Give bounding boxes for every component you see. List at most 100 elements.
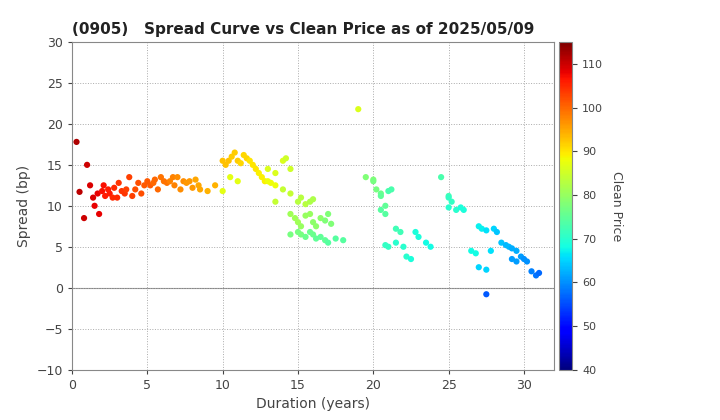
Point: [443, 204, 454, 211]
Point: [506, 256, 518, 262]
Point: [223, 158, 235, 164]
Point: [395, 228, 406, 235]
Point: [458, 207, 469, 213]
Point: [235, 160, 246, 167]
Point: [164, 178, 176, 184]
Point: [73, 189, 85, 195]
Point: [413, 234, 424, 240]
Point: [284, 190, 296, 197]
Point: [495, 239, 507, 246]
Point: [87, 194, 99, 201]
Point: [425, 243, 436, 250]
Point: [307, 196, 319, 202]
Point: [84, 182, 96, 189]
Point: [265, 179, 276, 186]
Point: [102, 186, 114, 193]
Point: [390, 226, 402, 232]
Point: [443, 193, 454, 199]
Point: [420, 239, 432, 246]
Point: [89, 202, 100, 209]
Point: [401, 253, 413, 260]
Point: [534, 270, 545, 276]
Point: [81, 161, 93, 168]
Point: [503, 243, 515, 250]
Point: [480, 227, 492, 234]
Point: [194, 186, 206, 193]
Point: [491, 228, 503, 235]
Point: [397, 243, 409, 250]
Point: [323, 239, 334, 246]
Point: [178, 178, 189, 184]
Point: [305, 198, 316, 205]
Point: [353, 106, 364, 113]
Point: [280, 155, 292, 162]
Y-axis label: Clean Price: Clean Price: [610, 171, 623, 241]
Point: [259, 178, 271, 184]
Point: [488, 226, 500, 232]
Point: [382, 243, 394, 250]
Point: [367, 176, 379, 183]
Point: [500, 242, 512, 249]
Point: [167, 174, 179, 181]
Point: [104, 190, 115, 197]
Point: [148, 179, 159, 186]
Point: [241, 155, 253, 162]
Point: [193, 182, 204, 189]
Point: [120, 186, 132, 193]
Point: [473, 264, 485, 270]
Point: [338, 237, 349, 244]
Point: [127, 193, 138, 199]
Point: [325, 220, 337, 227]
Point: [379, 210, 391, 217]
Point: [330, 235, 341, 242]
Point: [202, 188, 213, 194]
Point: [436, 174, 447, 181]
Point: [323, 210, 334, 217]
Point: [379, 242, 391, 249]
Point: [116, 188, 127, 194]
Point: [71, 139, 82, 145]
Point: [375, 207, 387, 213]
Text: (0905)   Spread Curve vs Clean Price as of 2025/05/09: (0905) Spread Curve vs Clean Price as of…: [72, 22, 534, 37]
Point: [518, 256, 530, 262]
Point: [405, 256, 417, 262]
Point: [253, 170, 264, 176]
Point: [96, 188, 108, 194]
Point: [262, 178, 274, 184]
Point: [217, 158, 228, 164]
Point: [277, 158, 289, 164]
Point: [307, 219, 319, 226]
Point: [284, 231, 296, 238]
Point: [217, 188, 228, 194]
Point: [470, 250, 482, 257]
Point: [119, 190, 130, 197]
Point: [310, 223, 322, 230]
Point: [521, 258, 533, 265]
Point: [382, 188, 394, 194]
Point: [168, 182, 180, 189]
Point: [269, 182, 281, 189]
Point: [510, 258, 522, 265]
Point: [142, 178, 153, 184]
Point: [485, 247, 497, 254]
Point: [307, 231, 319, 238]
Point: [289, 215, 301, 221]
Point: [138, 182, 150, 189]
Point: [443, 194, 454, 201]
Point: [310, 235, 322, 242]
Point: [94, 210, 105, 217]
Point: [473, 223, 485, 230]
Point: [135, 190, 147, 197]
Point: [292, 198, 304, 205]
Point: [232, 158, 243, 164]
Point: [446, 198, 457, 205]
Point: [292, 219, 304, 226]
Point: [132, 179, 144, 186]
Point: [99, 193, 111, 199]
Point: [375, 193, 387, 199]
Point: [379, 202, 391, 209]
Point: [295, 194, 307, 201]
Point: [226, 153, 238, 160]
Point: [295, 223, 307, 230]
Point: [78, 215, 90, 221]
